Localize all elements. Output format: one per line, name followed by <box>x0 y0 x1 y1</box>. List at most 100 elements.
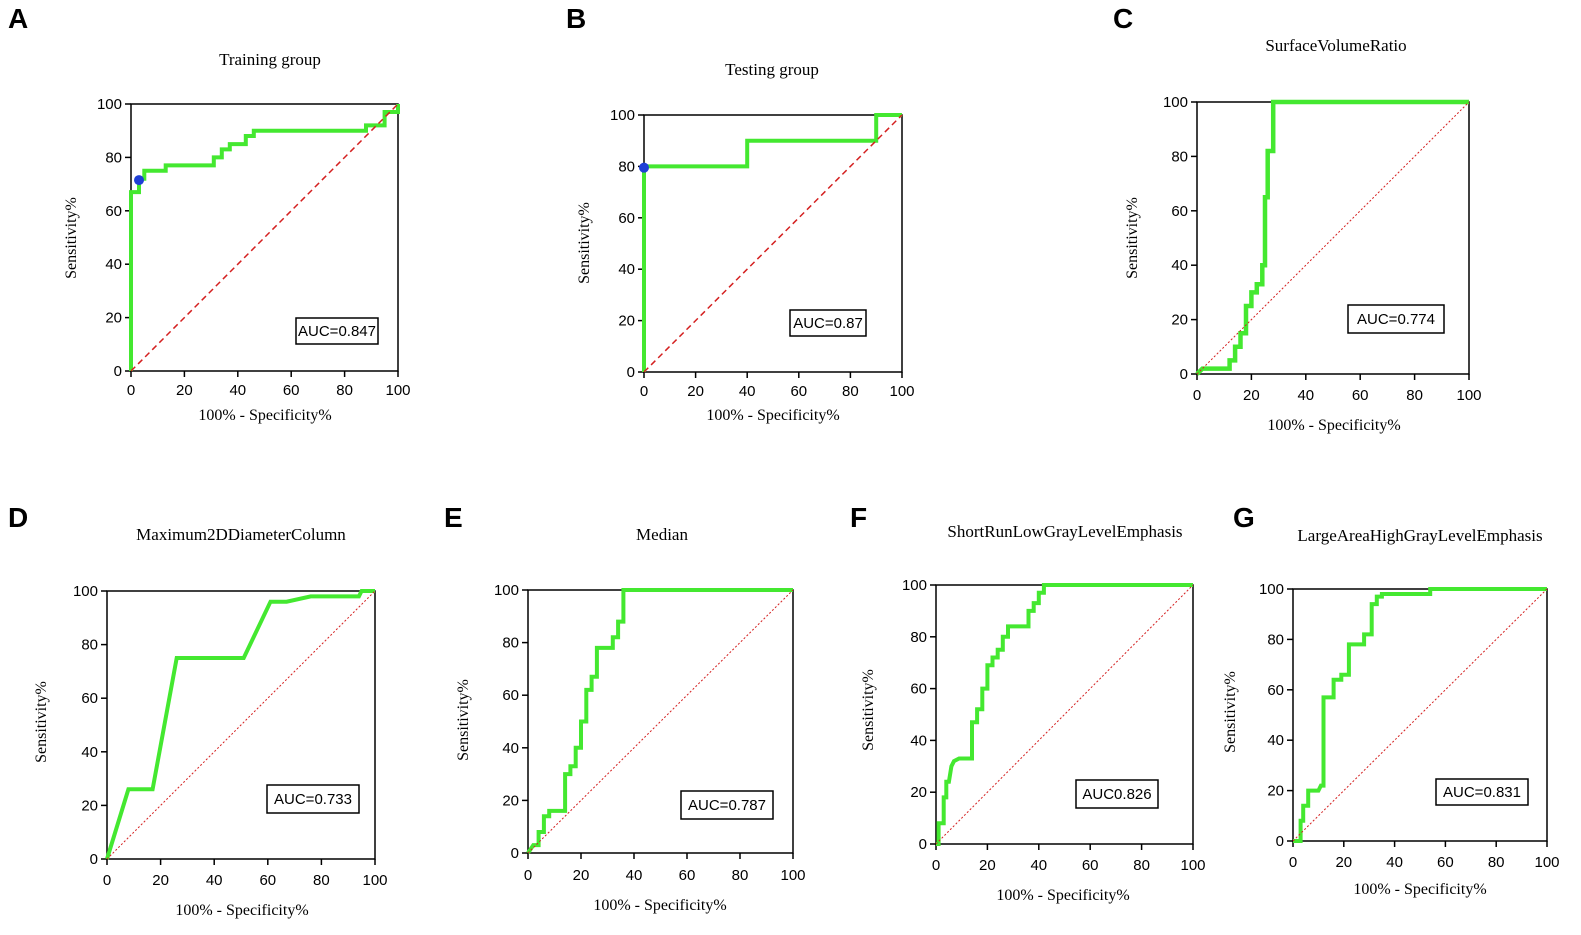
x-tick-label: 20 <box>687 383 704 400</box>
y-tick-label: 20 <box>105 310 122 327</box>
y-tick-label: 20 <box>618 313 635 330</box>
auc-box <box>295 317 379 345</box>
y-tick-label: 80 <box>502 635 519 652</box>
x-tick-label: 80 <box>732 867 749 884</box>
panel-letter: F <box>850 502 867 533</box>
y-tick-label: 60 <box>502 687 519 704</box>
x-tick-label: 80 <box>842 383 859 400</box>
y-tick-label: 20 <box>502 792 519 809</box>
panel-letter: E <box>444 502 463 533</box>
chart-title: Maximum2DDiameterColumn <box>136 525 346 544</box>
y-tick-label: 100 <box>73 583 98 600</box>
y-axis-label: Sensitivity% <box>1222 671 1239 753</box>
x-tick-label: 0 <box>127 382 135 399</box>
auc-label: AUC=0.787 <box>688 797 766 814</box>
y-tick-label: 40 <box>910 732 927 749</box>
y-tick-label: 60 <box>81 690 98 707</box>
y-tick-label: 80 <box>910 629 927 646</box>
roc-curve <box>1293 587 1547 843</box>
y-tick-label: 60 <box>910 681 927 698</box>
x-tick-label: 100 <box>1534 854 1559 871</box>
chart-title: Testing group <box>725 60 819 79</box>
y-tick-label: 80 <box>81 637 98 654</box>
y-tick-label: 0 <box>114 363 122 380</box>
auc-label: AUC=0.733 <box>274 791 352 808</box>
x-tick-label: 0 <box>103 872 111 889</box>
y-tick-label: 40 <box>1171 257 1188 274</box>
x-axis-label: 100% - Specificity% <box>198 407 331 424</box>
x-tick-label: 80 <box>1488 854 1505 871</box>
optimal-cutoff-point <box>639 162 649 173</box>
auc-label: AUC=0.847 <box>298 323 376 340</box>
optimal-cutoff-point <box>134 175 145 186</box>
chart-panel-a: A Training group 0 20 40 60 80 100 0 20 40 60 80 100 1… <box>8 3 411 424</box>
y-tick-label: 0 <box>919 836 927 853</box>
x-tick-label: 100 <box>780 867 805 884</box>
chart-panel-c: C SurfaceVolumeRatio 0 20 40 60 80 100 0 20 40 60 80… <box>1113 3 1482 434</box>
panel-letter: B <box>566 3 586 34</box>
panel-letter: G <box>1233 502 1255 533</box>
reference-diagonal-line <box>130 103 399 372</box>
x-tick-label: 60 <box>790 383 807 400</box>
y-tick-label: 100 <box>1163 94 1188 111</box>
roc-curve <box>105 589 375 860</box>
x-tick-label: 40 <box>1386 854 1403 871</box>
x-tick-label: 100 <box>1180 857 1205 874</box>
y-tick-label: 100 <box>1259 581 1284 598</box>
auc-label: AUC0.826 <box>1082 786 1151 803</box>
roc-curve <box>936 583 1193 846</box>
y-tick-label: 0 <box>1276 833 1284 850</box>
y-tick-label: 20 <box>1267 783 1284 800</box>
x-tick-label: 20 <box>152 872 169 889</box>
auc-box <box>680 790 774 820</box>
x-tick-label: 100 <box>385 382 410 399</box>
reference-diagonal-line <box>106 590 376 860</box>
auc-box <box>1435 778 1529 806</box>
x-tick-label: 40 <box>626 867 643 884</box>
panel-letter: A <box>8 3 28 34</box>
y-tick-label: 20 <box>910 784 927 801</box>
x-axis-label: 100% - Specificity% <box>706 407 839 424</box>
auc-label: AUC=0.87 <box>793 315 863 332</box>
y-tick-label: 80 <box>105 149 122 166</box>
auc-box <box>266 784 360 814</box>
y-tick-label: 60 <box>105 203 122 220</box>
y-tick-label: 40 <box>502 740 519 757</box>
auc-box <box>1075 779 1159 809</box>
x-tick-label: 0 <box>1193 387 1201 404</box>
x-tick-label: 100 <box>1456 387 1481 404</box>
x-tick-label: 40 <box>1030 857 1047 874</box>
x-tick-label: 80 <box>336 382 353 399</box>
x-tick-label: 20 <box>1335 854 1352 871</box>
x-tick-label: 60 <box>1082 857 1099 874</box>
y-tick-label: 0 <box>90 851 98 868</box>
auc-box <box>789 309 867 337</box>
x-tick-label: 20 <box>979 857 996 874</box>
x-axis-label: 100% - Specificity% <box>175 902 308 919</box>
x-tick-label: 80 <box>1133 857 1150 874</box>
x-tick-label: 100 <box>889 383 914 400</box>
x-axis-label: 100% - Specificity% <box>996 887 1129 904</box>
x-axis-label: 100% - Specificity% <box>593 897 726 914</box>
plot-frame <box>106 590 376 860</box>
x-tick-label: 0 <box>640 383 648 400</box>
x-tick-label: 20 <box>1243 387 1260 404</box>
reference-diagonal-line <box>643 114 903 373</box>
y-tick-label: 20 <box>81 797 98 814</box>
y-tick-label: 0 <box>1180 366 1188 383</box>
x-tick-label: 40 <box>229 382 246 399</box>
x-tick-label: 0 <box>932 857 940 874</box>
y-tick-label: 40 <box>1267 732 1284 749</box>
x-tick-label: 0 <box>1289 854 1297 871</box>
x-tick-label: 40 <box>1297 387 1314 404</box>
panel-letter: C <box>1113 3 1133 34</box>
y-tick-label: 100 <box>494 582 519 599</box>
y-tick-label: 80 <box>618 158 635 175</box>
x-tick-label: 60 <box>679 867 696 884</box>
reference-diagonal-line <box>1196 101 1470 375</box>
y-tick-label: 0 <box>627 364 635 381</box>
y-axis-label: Sensitivity% <box>576 202 593 284</box>
chart-panel-b: B Testing group 0 20 40 60 80 100 0 20 40 60 80 100 10… <box>566 3 915 424</box>
y-axis-label: Sensitivity% <box>63 197 80 279</box>
